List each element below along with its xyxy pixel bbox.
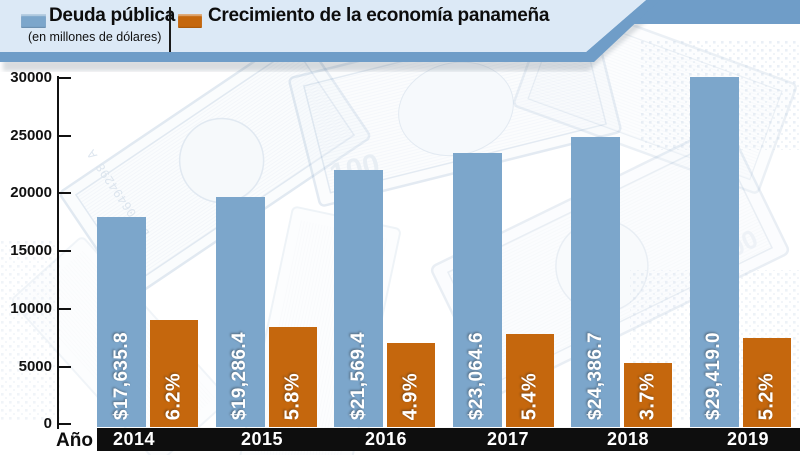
growth-value-label: 6.2% <box>162 372 185 420</box>
header-ribbon <box>0 0 800 71</box>
debt-color-swatch <box>21 14 46 28</box>
y-tick-label: 5000 <box>18 358 52 375</box>
y-tick-label: 10000 <box>10 300 52 317</box>
y-tick-mark <box>57 423 71 425</box>
growth-bar: 5.2% <box>742 338 791 427</box>
legend: Deuda pública (en millones de dólares) C… <box>0 0 660 64</box>
bar-group-2016: $21,569.4 4.9% <box>334 0 435 427</box>
debt-value-label: $17,635.8 <box>110 331 132 420</box>
debt-bar: $23,064.6 <box>452 153 502 427</box>
y-tick-mark <box>57 192 71 194</box>
bar-group-2018: $24,386.7 3.7% <box>571 0 672 427</box>
debt-bar: $19,286.4 <box>215 197 265 427</box>
bar-group-2014: $17,635.8 6.2% <box>97 0 198 427</box>
growth-value-label: 3.7% <box>636 372 659 420</box>
x-axis-title: Año <box>56 430 93 451</box>
bar-group-2019: $29,419.0 5.2% <box>689 0 791 427</box>
year-label-2015: 2015 <box>240 429 284 449</box>
y-tick-mark <box>57 135 71 137</box>
year-label-2019: 2019 <box>726 429 770 449</box>
growth-bar: 3.7% <box>624 363 672 427</box>
y-tick-mark <box>57 77 71 79</box>
debt-bar: $21,569.4 <box>334 170 383 427</box>
legend-divider <box>169 7 171 52</box>
y-tick-mark <box>57 366 71 368</box>
bar-group-2017: $23,064.6 5.4% <box>452 0 554 427</box>
growth-bar: 6.2% <box>150 320 198 427</box>
growth-bar: 5.4% <box>505 334 554 427</box>
debt-value-label: $23,064.6 <box>466 331 487 420</box>
debt-value-label: $19,286.4 <box>229 331 250 420</box>
top-right-band <box>620 0 800 24</box>
debt-bar: $17,635.8 <box>97 217 146 427</box>
growth-color-swatch <box>178 14 202 28</box>
debt-value-label: $24,386.7 <box>584 331 606 420</box>
bar-plot: $17,635.8 6.2% $19,286.4 5.8% $21,569.4 … <box>97 0 791 427</box>
growth-value-label: 5.4% <box>518 372 540 420</box>
debt-value-label: $29,419.0 <box>703 331 724 420</box>
y-tick-mark <box>57 308 71 310</box>
y-tick-label: 15000 <box>10 242 52 259</box>
y-tick-label: 0 <box>43 415 52 432</box>
y-axis-line <box>57 76 59 429</box>
growth-value-label: 4.9% <box>399 372 422 420</box>
halftone-dots-left <box>0 240 60 420</box>
y-tick-mark <box>57 250 71 252</box>
year-label-2016: 2016 <box>364 429 408 449</box>
growth-value-label: 5.2% <box>755 372 777 420</box>
growth-bar: 5.8% <box>268 327 317 427</box>
legend-debt-sublabel: (en millones de dólares) <box>28 30 162 44</box>
year-label-2018: 2018 <box>606 429 650 449</box>
year-axis-band <box>97 428 800 451</box>
legend-debt-label: Deuda pública <box>49 5 175 26</box>
growth-bar: 4.9% <box>387 343 435 427</box>
debt-bar: $29,419.0 <box>689 77 739 427</box>
debt-bar: $24,386.7 <box>571 137 620 427</box>
ribbon-diagonal-stripe <box>0 0 660 62</box>
year-label-2017: 2017 <box>486 429 530 449</box>
y-tick-label: 20000 <box>10 184 52 201</box>
growth-value-label: 5.8% <box>281 372 303 420</box>
y-tick-label: 25000 <box>10 127 52 144</box>
legend-panel <box>0 0 646 52</box>
bar-group-2015: $19,286.4 5.8% <box>215 0 317 427</box>
year-label-2014: 2014 <box>112 429 156 449</box>
legend-growth-label: Crecimiento de la economía panameña <box>208 5 550 26</box>
ribbon-shadow <box>3 4 667 71</box>
y-tick-label: 30000 <box>10 69 52 86</box>
debt-value-label: $21,569.4 <box>347 331 369 420</box>
